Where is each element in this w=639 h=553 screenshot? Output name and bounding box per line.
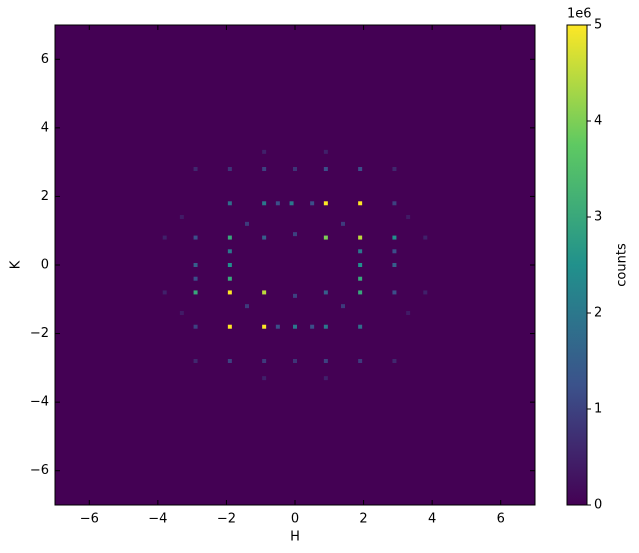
cell: [262, 324, 267, 329]
plot-background: [55, 25, 535, 505]
cell: [358, 263, 363, 267]
cell: [262, 376, 267, 381]
cell: [323, 167, 328, 171]
cell: [358, 276, 363, 281]
cell: [392, 263, 397, 267]
colorbar-tick-label: 1: [594, 402, 602, 417]
cell: [193, 324, 198, 329]
cell: [193, 235, 198, 240]
cell: [323, 149, 328, 154]
x-tick-label: −6: [80, 512, 99, 527]
cell: [262, 149, 267, 154]
cell: [193, 263, 198, 267]
cell: [193, 167, 198, 171]
cell: [193, 276, 198, 281]
cell: [323, 201, 328, 206]
cell: [358, 235, 363, 240]
cell: [227, 249, 232, 254]
cell: [262, 201, 267, 206]
cell: [262, 359, 267, 363]
cell: [227, 290, 232, 295]
cell: [392, 249, 397, 254]
colorbar-tick-label: 3: [594, 210, 602, 225]
colorbar: [566, 24, 588, 506]
cell: [392, 290, 397, 295]
cell: [162, 235, 167, 240]
cell: [358, 201, 363, 206]
cell: [293, 293, 297, 298]
cell: [358, 249, 363, 254]
cell: [323, 359, 328, 363]
cell: [227, 263, 232, 267]
y-tick-label: 2: [41, 189, 49, 204]
y-tick-label: 6: [41, 52, 49, 67]
cell: [179, 215, 184, 219]
colorbar-tick-label: 4: [594, 114, 602, 129]
y-tick-label: −4: [30, 395, 49, 410]
cell: [310, 324, 315, 329]
cell: [227, 235, 232, 240]
x-axis-label: H: [290, 530, 300, 545]
y-tick-label: −6: [30, 463, 49, 478]
cell: [341, 304, 345, 309]
x-tick-label: 6: [497, 512, 505, 527]
cell: [245, 304, 249, 309]
cell: [227, 324, 232, 329]
cell: [323, 235, 328, 240]
cell: [179, 311, 184, 315]
cell: [262, 167, 267, 171]
cell: [293, 324, 297, 329]
cell: [406, 311, 411, 315]
cell: [275, 201, 280, 206]
cells: [162, 149, 428, 381]
y-axis-label: K: [9, 260, 24, 269]
colorbar-offset: 1e6: [567, 7, 592, 22]
cell: [358, 167, 363, 171]
cell: [293, 232, 297, 237]
colorbar-tick-label: 0: [594, 498, 602, 513]
colorbar-tick-label: 2: [594, 306, 602, 321]
y-tick-label: 4: [41, 120, 49, 135]
cell: [392, 359, 397, 363]
cell: [193, 290, 198, 295]
cell: [358, 290, 363, 295]
cell: [310, 201, 315, 206]
cell: [293, 359, 297, 363]
cell: [323, 324, 328, 329]
cell: [275, 324, 280, 329]
cell: [262, 290, 267, 295]
cell: [227, 276, 232, 281]
cell: [406, 215, 411, 219]
cell: [423, 235, 428, 240]
x-tick-label: 0: [291, 512, 299, 527]
colorbar-tick-label: 5: [594, 18, 602, 33]
cell: [323, 290, 328, 295]
x-tick-label: −2: [217, 512, 236, 527]
cell: [358, 324, 363, 329]
cell: [423, 290, 428, 295]
cell: [341, 221, 345, 226]
x-tick-label: 4: [428, 512, 436, 527]
cell: [392, 167, 397, 171]
cell: [193, 359, 198, 363]
cell: [289, 201, 294, 206]
x-tick-label: 2: [359, 512, 367, 527]
cell: [227, 201, 232, 206]
y-tick-label: 0: [41, 258, 49, 273]
colorbar-label: counts: [615, 243, 630, 287]
cell: [392, 201, 397, 206]
cell: [227, 359, 232, 363]
cell: [392, 235, 397, 240]
cell: [358, 359, 363, 363]
x-tick-label: −4: [148, 512, 167, 527]
cell: [293, 167, 297, 171]
cell: [262, 235, 267, 240]
cell: [323, 376, 328, 381]
cell: [227, 167, 232, 171]
cell: [162, 290, 167, 295]
y-tick-label: −2: [30, 326, 49, 341]
cell: [245, 221, 249, 226]
